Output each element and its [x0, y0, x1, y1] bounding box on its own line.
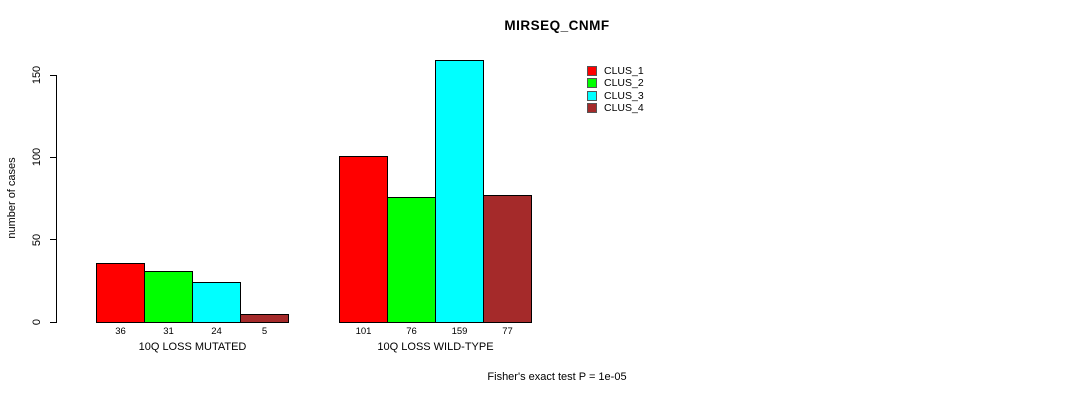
bar-value-label: 24 [211, 326, 222, 337]
chart-title: MIRSEQ_CNMF [504, 18, 610, 33]
legend-item-clus_1: CLUS_1 [586, 65, 656, 77]
y-tick-label: 100 [31, 148, 43, 167]
bar-clus_1-2 [339, 156, 388, 323]
legend-label: CLUS_2 [604, 77, 644, 90]
y-tick [50, 74, 57, 76]
bar-value-label: 5 [261, 326, 268, 337]
y-axis-label: number of cases [6, 157, 18, 239]
y-tick-label: 150 [31, 65, 43, 85]
bar-clus_2-1 [144, 271, 193, 323]
legend-swatch [587, 90, 597, 101]
bar-value-label: 101 [355, 326, 372, 337]
y-tick [50, 156, 57, 158]
y-tick-label: 50 [31, 233, 43, 246]
legend-item-clus_3: CLUS_3 [586, 90, 656, 102]
legend-swatch [587, 66, 597, 76]
legend-item-clus_4: CLUS_4 [586, 102, 656, 114]
category-label: 10Q LOSS WILD-TYPE [377, 341, 494, 353]
bar-value-label: 159 [451, 326, 468, 337]
bar-value-label: 76 [406, 326, 417, 337]
bar-clus_3-2 [435, 60, 484, 323]
bar-clus_2-2 [387, 197, 436, 323]
y-tick [50, 321, 57, 323]
y-tick-label: 0 [31, 318, 43, 326]
legend-swatch [587, 103, 597, 114]
bar-clus_4-2 [483, 195, 532, 323]
bar-clus_1-1 [96, 263, 145, 323]
y-axis-line [56, 75, 57, 323]
bar-clus_3-1 [192, 282, 241, 323]
legend-swatch [587, 78, 597, 89]
bar-clus_4-1 [240, 314, 289, 323]
y-tick [50, 239, 57, 241]
bar-value-label: 77 [502, 326, 513, 337]
category-label: 10Q LOSS MUTATED [138, 341, 247, 353]
legend-label: CLUS_3 [604, 89, 644, 102]
bar-value-label: 31 [163, 326, 174, 337]
legend-label: CLUS_4 [604, 102, 644, 115]
fisher-test-annotation: Fisher's exact test P = 1e-05 [487, 371, 627, 383]
legend-item-clus_2: CLUS_2 [586, 77, 656, 89]
bar-value-label: 36 [115, 326, 126, 337]
legend-label: CLUS_1 [604, 65, 644, 77]
